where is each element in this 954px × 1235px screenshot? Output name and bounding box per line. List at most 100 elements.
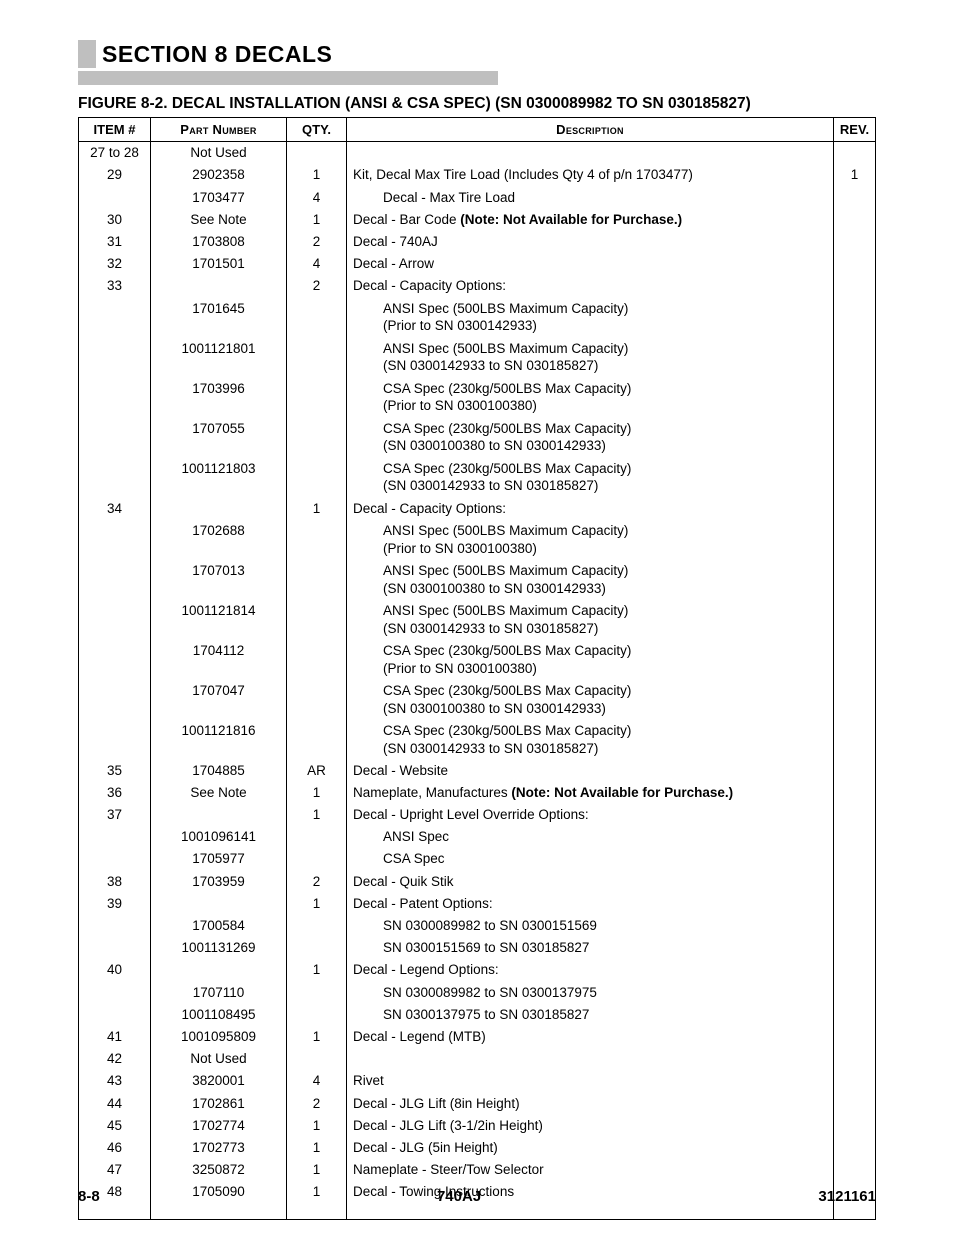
cell-item — [79, 186, 151, 208]
table-row: 4517027741Decal - JLG Lift (3-1/2in Heig… — [79, 1115, 876, 1137]
cell-part — [151, 959, 287, 981]
cell-rev — [834, 640, 876, 680]
cell-rev — [834, 870, 876, 892]
cell-qty — [287, 1048, 347, 1070]
cell-qty — [287, 377, 347, 417]
cell-part: 2902358 — [151, 164, 287, 186]
table-row: 1707055CSA Spec (230kg/500LBS Max Capaci… — [79, 417, 876, 457]
cell-qty — [287, 337, 347, 377]
cell-rev — [834, 760, 876, 782]
cell-desc: CSA Spec (230kg/500LBS Max Capacity)(Pri… — [347, 640, 834, 680]
cell-desc: Nameplate - Steer/Tow Selector — [347, 1159, 834, 1181]
cell-part — [151, 804, 287, 826]
cell-item: 39 — [79, 893, 151, 915]
cell-item — [79, 826, 151, 848]
cell-item: 37 — [79, 804, 151, 826]
cell-desc: CSA Spec (230kg/500LBS Max Capacity)(SN … — [347, 417, 834, 457]
cell-qty: 2 — [287, 275, 347, 297]
cell-desc: Decal - Capacity Options: — [347, 497, 834, 519]
table-row: 36See Note1Nameplate, Manufactures (Note… — [79, 782, 876, 804]
cell-part: 1707013 — [151, 560, 287, 600]
table-row: 1001131269SN 0300151569 to SN 030185827 — [79, 937, 876, 959]
cell-desc: Decal - JLG Lift (3-1/2in Height) — [347, 1115, 834, 1137]
table-row: 42Not Used — [79, 1048, 876, 1070]
cell-rev — [834, 782, 876, 804]
cell-item — [79, 560, 151, 600]
cell-part: See Note — [151, 782, 287, 804]
cell-rev — [834, 209, 876, 231]
cell-item: 27 to 28 — [79, 142, 151, 165]
header-gray-strip — [78, 71, 498, 85]
cell-rev — [834, 1026, 876, 1048]
cell-item: 41 — [79, 1026, 151, 1048]
cell-qty — [287, 142, 347, 165]
cell-qty — [287, 457, 347, 497]
table-row: 1001108495SN 0300137975 to SN 030185827 — [79, 1004, 876, 1026]
cell-part: 1001095809 — [151, 1026, 287, 1048]
cell-qty — [287, 640, 347, 680]
cell-qty: 4 — [287, 253, 347, 275]
table-row: 1705977CSA Spec — [79, 848, 876, 870]
cell-rev — [834, 680, 876, 720]
col-rev: REV. — [834, 118, 876, 142]
cell-rev — [834, 1004, 876, 1026]
page-footer: 8-8 740AJ 3121161 — [78, 1188, 876, 1205]
cell-qty: 2 — [287, 1092, 347, 1114]
cell-desc: Decal - Quik Stik — [347, 870, 834, 892]
cell-part: 1702774 — [151, 1115, 287, 1137]
header-accent-block — [78, 40, 96, 68]
cell-item: 46 — [79, 1137, 151, 1159]
table-row: 332Decal - Capacity Options: — [79, 275, 876, 297]
cell-rev — [834, 981, 876, 1003]
table-row: 371Decal - Upright Level Override Option… — [79, 804, 876, 826]
cell-qty — [287, 1004, 347, 1026]
cell-desc: Decal - JLG Lift (8in Height) — [347, 1092, 834, 1114]
cell-qty: 2 — [287, 870, 347, 892]
cell-part — [151, 275, 287, 297]
cell-qty — [287, 937, 347, 959]
cell-part: 1707110 — [151, 981, 287, 1003]
cell-qty: 1 — [287, 804, 347, 826]
cell-item — [79, 720, 151, 760]
footer-right: 3121161 — [818, 1188, 876, 1205]
cell-item: 42 — [79, 1048, 151, 1070]
table-row: 4417028612Decal - JLG Lift (8in Height) — [79, 1092, 876, 1114]
cell-item — [79, 457, 151, 497]
cell-qty: 1 — [287, 782, 347, 804]
table-row: 1700584SN 0300089982 to SN 0300151569 — [79, 915, 876, 937]
cell-item — [79, 680, 151, 720]
cell-desc — [347, 1048, 834, 1070]
table-row: 3817039592Decal - Quik Stik — [79, 870, 876, 892]
cell-desc: CSA Spec (230kg/500LBS Max Capacity)(SN … — [347, 680, 834, 720]
cell-part: 1001096141 — [151, 826, 287, 848]
cell-desc: SN 0300137975 to SN 030185827 — [347, 1004, 834, 1026]
cell-desc: Decal - Bar Code (Note: Not Available fo… — [347, 209, 834, 231]
cell-part: 3820001 — [151, 1070, 287, 1092]
cell-item — [79, 937, 151, 959]
cell-part: See Note — [151, 209, 287, 231]
table-row: 1001121801ANSI Spec (500LBS Maximum Capa… — [79, 337, 876, 377]
cell-rev — [834, 275, 876, 297]
cell-rev — [834, 1115, 876, 1137]
cell-part: 1703959 — [151, 870, 287, 892]
table-head: ITEM # Part Number QTY. Description REV. — [79, 118, 876, 142]
cell-part: 1703808 — [151, 231, 287, 253]
cell-item: 31 — [79, 231, 151, 253]
table-row: 4110010958091Decal - Legend (MTB) — [79, 1026, 876, 1048]
cell-desc: Kit, Decal Max Tire Load (Includes Qty 4… — [347, 164, 834, 186]
cell-desc: SN 0300151569 to SN 030185827 — [347, 937, 834, 959]
cell-desc: Decal - Arrow — [347, 253, 834, 275]
cell-rev — [834, 1070, 876, 1092]
cell-qty — [287, 560, 347, 600]
cell-desc: Decal - Capacity Options: — [347, 275, 834, 297]
cell-item — [79, 337, 151, 377]
cell-desc: ANSI Spec (500LBS Maximum Capacity)(SN 0… — [347, 600, 834, 640]
cell-qty: 4 — [287, 186, 347, 208]
cell-rev — [834, 520, 876, 560]
cell-desc: ANSI Spec (500LBS Maximum Capacity)(SN 0… — [347, 560, 834, 600]
cell-qty — [287, 417, 347, 457]
cell-part: 1703477 — [151, 186, 287, 208]
table-row: 1707110SN 0300089982 to SN 0300137975 — [79, 981, 876, 1003]
cell-qty: 1 — [287, 1026, 347, 1048]
cell-item: 30 — [79, 209, 151, 231]
